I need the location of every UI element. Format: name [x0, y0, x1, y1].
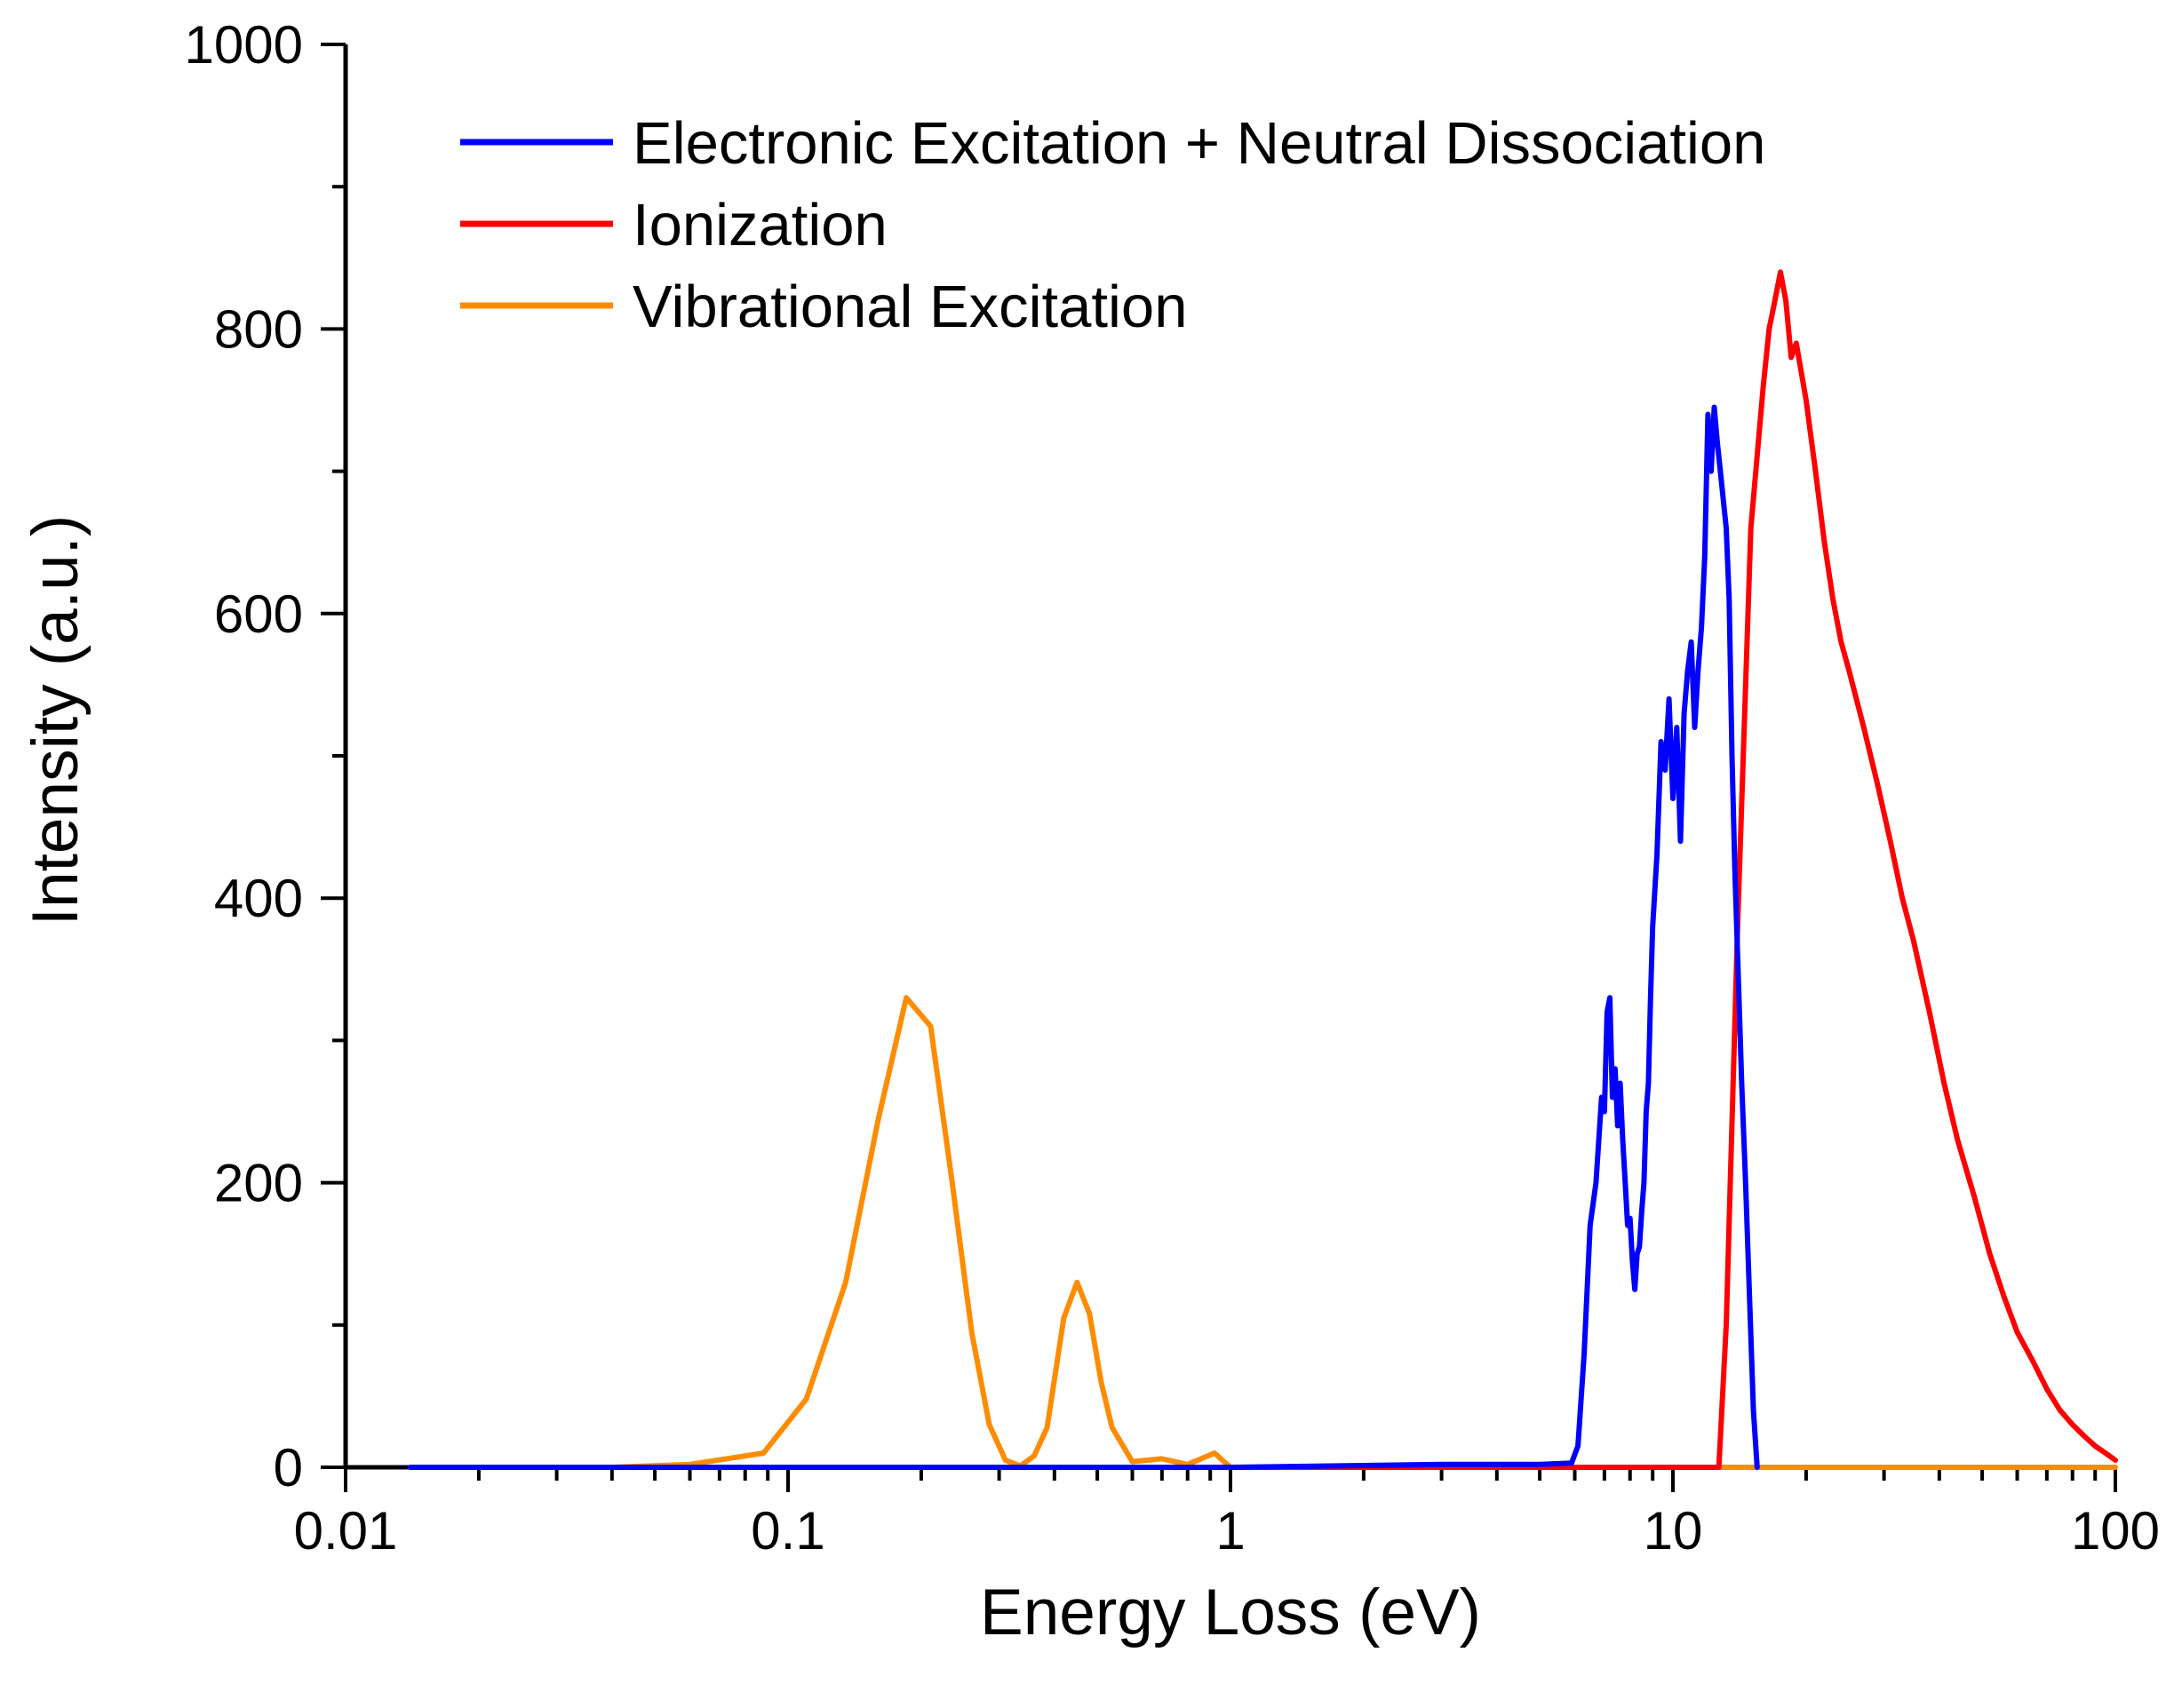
y-tick-label: 200 — [214, 1154, 303, 1213]
x-tick-label: 0.01 — [294, 1501, 398, 1561]
series-line-2 — [407, 995, 2118, 1470]
y-tick-label: 600 — [214, 584, 303, 644]
legend-label: Vibrational Excitation — [633, 274, 1187, 340]
x-tick-label: 0.1 — [751, 1501, 824, 1561]
y-tick-label: 400 — [214, 869, 303, 928]
series-layer — [407, 269, 2118, 1470]
x-tick-label: 10 — [1644, 1501, 1703, 1561]
y-tick-label: 0 — [274, 1438, 303, 1497]
series-line-0 — [407, 404, 1760, 1470]
legend-label: Electronic Excitation + Neutral Dissocia… — [633, 110, 1765, 177]
y-tick-label: 800 — [214, 299, 303, 359]
legend: Electronic Excitation + Neutral Dissocia… — [460, 110, 1765, 340]
x-axis-title: Energy Loss (eV) — [980, 1577, 1481, 1648]
y-tick-label: 1000 — [185, 15, 303, 75]
legend-label: Ionization — [633, 192, 888, 258]
series-line-1 — [407, 269, 2118, 1470]
x-tick-label: 1 — [1215, 1501, 1245, 1561]
y-axis-title: Intensity (a.u.) — [20, 515, 92, 926]
axes — [343, 44, 2115, 1470]
x-tick-label: 100 — [2071, 1501, 2160, 1561]
